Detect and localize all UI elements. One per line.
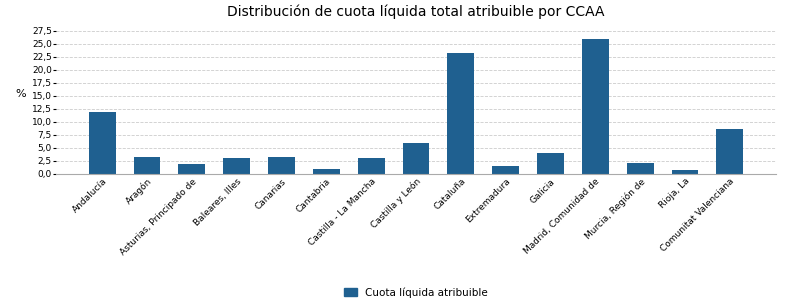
Bar bbox=[537, 153, 564, 174]
Bar bbox=[447, 53, 474, 174]
Bar bbox=[134, 157, 161, 174]
Bar bbox=[716, 129, 743, 174]
Bar bbox=[626, 163, 654, 174]
Bar bbox=[671, 170, 698, 174]
Bar bbox=[402, 143, 430, 174]
Y-axis label: %: % bbox=[15, 89, 26, 99]
Bar bbox=[89, 112, 116, 174]
Legend: Cuota líquida atribuible: Cuota líquida atribuible bbox=[344, 287, 488, 298]
Bar bbox=[268, 157, 295, 174]
Bar bbox=[223, 158, 250, 174]
Bar bbox=[313, 169, 340, 174]
Title: Distribución de cuota líquida total atribuible por CCAA: Distribución de cuota líquida total atri… bbox=[227, 4, 605, 19]
Bar bbox=[358, 158, 385, 174]
Bar bbox=[582, 39, 609, 174]
Bar bbox=[178, 164, 206, 174]
Bar bbox=[492, 166, 519, 174]
